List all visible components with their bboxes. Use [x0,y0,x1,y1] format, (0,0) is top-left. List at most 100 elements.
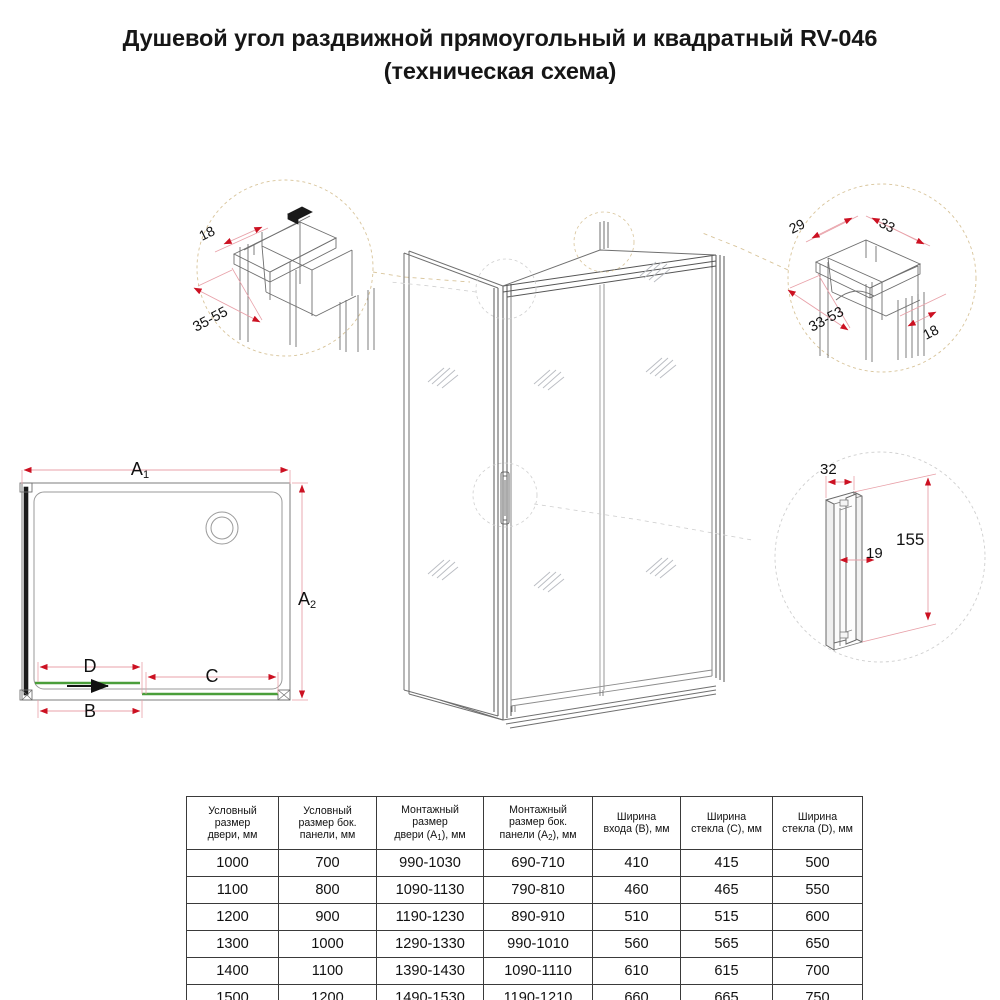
table-row: 1100 800 1090-1130 790-810 460 465 550 [186,876,863,904]
hdr-l2: Ширина [706,810,747,823]
detail-circle-handle: 32 155 19 [774,451,986,663]
drain-icon [205,511,239,545]
table-cell: 415 [680,849,773,877]
hdr-l3a: панели (A [499,828,549,841]
table-cell: 1100 [278,957,377,985]
table-cell: 990-1030 [376,849,484,877]
table-cell: 550 [772,876,863,904]
table-cell: 700 [278,849,377,877]
hdr-l2: Ширина [797,810,838,823]
page-title: Душевой угол раздвижной прямоугольный и … [0,22,1000,88]
callout-circle-handle [472,462,538,528]
detail-circle-top-right: 29 33 33-53 18 [699,183,977,373]
table-cell: 700 [772,957,863,985]
table-cell: 660 [592,984,681,1000]
table-cell: 665 [680,984,773,1000]
table-cell: 790-810 [483,876,593,904]
hdr-l3: панели, мм [299,829,356,842]
table-cell: 1000 [278,930,377,958]
table-cell: 650 [772,930,863,958]
table-cell: 1200 [186,903,279,931]
table-cell: 1100 [186,876,279,904]
table-row: 1300 1000 1290-1330 990-1010 560 565 650 [186,930,863,958]
table-cell: 565 [680,930,773,958]
table-cell: 515 [680,903,773,931]
table-row: 1200 900 1190-1230 890-910 510 515 600 [186,903,863,931]
table-cell: 900 [278,903,377,931]
dim-label-35-55: 35-55 [190,304,230,336]
hdr-l1: Монтажный [509,804,567,817]
hdr-sub: 1 [437,832,442,842]
hdr-l2: размер [412,816,448,829]
hdr-sub: 2 [548,832,553,842]
table-cell: 460 [592,876,681,904]
hdr-l2: размер [214,816,251,829]
hdr-l2: размер бок. [508,816,568,829]
hdr-l3: входа (B), мм [603,823,670,835]
dim-label-18-tl: 18 [196,222,217,243]
table-cell: 690-710 [483,849,593,877]
spec-table-container: Условный размер двери, мм Условный разме… [186,796,863,1000]
hdr-l3b: ), мм [552,828,577,841]
table-cell: 1090-1110 [483,957,593,985]
table-cell: 610 [592,957,681,985]
hdr-l2: размер бок. [298,816,357,829]
table-cell: 890-910 [483,903,593,931]
door-handle [500,471,510,525]
hdr-l3b: ), мм [441,828,466,841]
spec-table: Условный размер двери, мм Условный разме… [186,796,863,1000]
col-header-nominal-door: Условный размер двери, мм [186,796,279,850]
table-cell: 1300 [186,930,279,958]
table-cell: 465 [680,876,773,904]
isometric-main-view [389,211,753,729]
callout-circle-left [475,258,537,320]
table-row: 1000 700 990-1030 690-710 410 415 500 [186,849,863,877]
plan-view: A1 A2 D C B [19,459,316,721]
table-cell: 1190-1230 [376,903,484,931]
dim-label-19: 19 [866,545,883,562]
hdr-l3: стекла (C), мм [691,823,762,835]
table-cell: 1190-1210 [483,984,593,1000]
table-header-row: Условный размер двери, мм Условный разме… [186,796,863,850]
table-cell: 410 [592,849,681,877]
hdr-l1: Условный [208,804,257,817]
dim-label-c: C [206,666,219,686]
dim-label-18-tr: 18 [920,321,941,342]
table-cell: 1090-1130 [376,876,484,904]
hdr-l1: Условный [303,804,352,817]
table-row: 1500 1200 1490-1530 1190-1210 660 665 750 [186,984,863,1000]
table-cell: 500 [772,849,863,877]
dim-label-d: D [84,656,97,676]
dim-label-33-53: 33-53 [806,304,846,336]
table-cell: 1200 [278,984,377,1000]
table-cell: 1500 [186,984,279,1000]
hdr-l1: Монтажный [401,804,459,817]
table-cell: 800 [278,876,377,904]
table-cell: 1390-1430 [376,957,484,985]
table-row: 1400 1100 1390-1430 1090-1110 610 615 700 [186,957,863,985]
table-cell: 600 [772,903,863,931]
col-header-entry-width-b: Ширина входа (B), мм [592,796,681,850]
table-cell: 1290-1330 [376,930,484,958]
col-header-mount-panel-a2: Монтажный размер бок. панели (A2), мм [483,796,593,850]
hdr-l2: Ширина [616,810,657,823]
hdr-l3: двери, мм [207,829,258,842]
dim-label-a2: A2 [298,589,316,611]
detail-circle-top-left: 18 35-55 [190,179,471,357]
table-cell: 750 [772,984,863,1000]
dim-label-32: 32 [820,461,837,478]
table-cell: 615 [680,957,773,985]
table-cell: 1000 [186,849,279,877]
table-cell: 1400 [186,957,279,985]
col-header-glass-width-c: Ширина стекла (C), мм [680,796,773,850]
table-cell: 510 [592,903,681,931]
dim-label-29: 29 [786,215,807,236]
hdr-l3: стекла (D), мм [782,823,853,835]
col-header-mount-door-a1: Монтажный размер двери (A1), мм [376,796,484,850]
dim-label-a1: A1 [131,459,149,481]
table-cell: 990-1010 [483,930,593,958]
hdr-l3a: двери (A [394,828,438,841]
col-header-glass-width-d: Ширина стекла (D), мм [772,796,863,850]
